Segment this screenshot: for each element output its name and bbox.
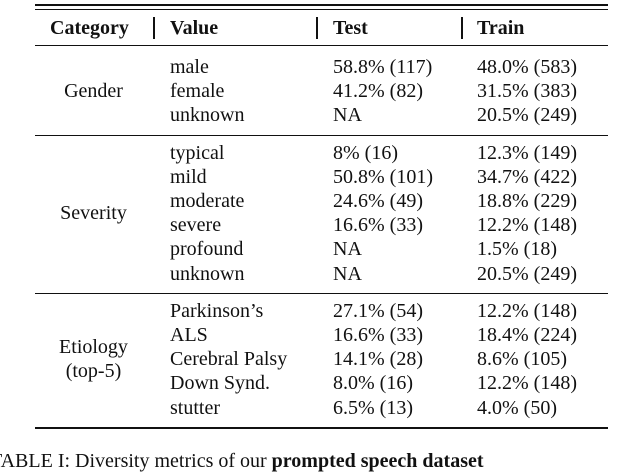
test-cell: 14.1% (28) — [333, 348, 423, 371]
test-cell: 16.6% (33) — [333, 214, 423, 237]
train-cell: 48.0% (583) — [477, 56, 577, 78]
caption-bold: prompted speech dataset — [271, 450, 484, 472]
value-cell: severe — [170, 214, 222, 237]
value-cell: female — [170, 80, 225, 103]
value-cell: unknown — [170, 262, 245, 285]
caption-label: TABLE I: Diversity metrics of our — [0, 450, 272, 472]
caption: TABLE I: Diversity metrics of our prompt… — [0, 449, 484, 473]
test-cell: 16.6% (33) — [333, 324, 423, 346]
column-divider — [153, 17, 155, 39]
category-cell: Gender — [64, 80, 123, 103]
group-rule — [35, 292, 608, 294]
value-cell: male — [170, 56, 209, 78]
train-cell: 34.7% (422) — [477, 165, 577, 188]
test-cell: 27.1% (54) — [333, 299, 423, 322]
train-cell: 18.4% (224) — [477, 324, 577, 346]
category-cell: Severity — [60, 202, 127, 225]
train-cell: 4.0% (50) — [477, 396, 557, 419]
column-divider — [461, 17, 463, 39]
top-rule — [35, 9, 608, 10]
group-rule — [35, 134, 608, 136]
value-cell: typical — [170, 141, 225, 164]
test-cell: 24.6% (49) — [333, 190, 423, 212]
header-cell: Value — [170, 17, 219, 39]
train-cell: 12.2% (148) — [477, 299, 577, 322]
test-cell: 8% (16) — [333, 141, 398, 164]
train-cell: 12.2% (148) — [477, 372, 577, 395]
category-cell: Etiology — [59, 336, 128, 359]
bottom-rule — [35, 426, 608, 429]
test-cell: 6.5% (13) — [333, 396, 413, 419]
value-cell: mild — [170, 165, 207, 188]
train-cell: 20.5% (249) — [477, 104, 577, 127]
value-cell: Parkinson’s — [170, 299, 264, 322]
train-cell: 20.5% (249) — [477, 262, 577, 285]
column-divider — [316, 17, 318, 39]
value-cell: stutter — [170, 396, 220, 419]
value-cell: Down Synd. — [170, 372, 271, 395]
value-cell: profound — [170, 238, 244, 261]
top-rule — [35, 4, 608, 6]
test-cell: NA — [333, 262, 362, 285]
test-cell: NA — [333, 238, 362, 261]
train-cell: 12.3% (149) — [477, 141, 577, 164]
value-cell: unknown — [170, 104, 245, 127]
test-cell: 50.8% (101) — [333, 165, 433, 188]
train-cell: 31.5% (383) — [477, 80, 577, 103]
header-cell: Category — [50, 17, 129, 39]
train-cell: 8.6% (105) — [477, 348, 567, 371]
test-cell: 41.2% (82) — [333, 80, 423, 103]
header-cell: Train — [477, 17, 525, 39]
value-cell: moderate — [170, 190, 245, 212]
train-cell: 1.5% (18) — [477, 238, 557, 261]
header-cell: Test — [333, 17, 368, 39]
train-cell: 18.8% (229) — [477, 190, 577, 212]
test-cell: NA — [333, 104, 362, 127]
test-cell: 8.0% (16) — [333, 372, 413, 395]
test-cell: 58.8% (117) — [333, 56, 433, 78]
header-rule — [35, 45, 608, 46]
value-cell: ALS — [170, 324, 208, 346]
category-cell: (top-5) — [65, 360, 122, 383]
value-cell: Cerebral Palsy — [170, 348, 288, 371]
train-cell: 12.2% (148) — [477, 214, 577, 237]
